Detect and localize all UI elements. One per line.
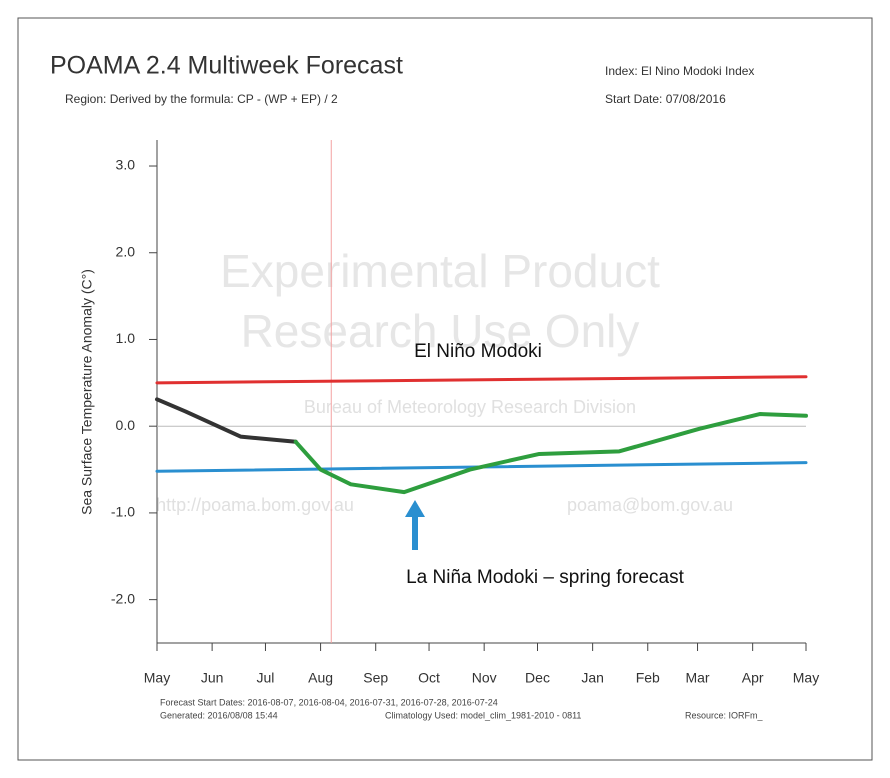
y-tick-label: 3.0 [116,157,136,173]
annotation: La Niña Modoki – spring forecast [406,567,684,588]
x-tick-label: Feb [636,670,660,686]
x-tick-label: Apr [742,670,764,686]
series-line [155,397,298,444]
chart-title: POAMA 2.4 Multiweek Forecast [50,52,403,80]
y-tick-label: -2.0 [111,590,135,606]
watermark: Experimental Product [220,245,660,297]
footer: Climatology Used: model_clim_1981-2010 -… [385,710,581,720]
y-tick-label: 2.0 [116,243,136,259]
y-axis-label: Sea Surface Temperature Anomaly (C°) [79,269,95,515]
x-tick-label: Jul [257,670,275,686]
footer: Generated: 2016/08/08 15:44 [160,710,278,720]
series-line [293,412,808,495]
frame [17,17,873,761]
watermark: Bureau of Meteorology Research Division [304,397,636,417]
watermark: poama@bom.gov.au [567,495,733,515]
y-tick-label: 0.0 [116,417,136,433]
watermark: http://poama.bom.gov.au [156,495,354,515]
subtitle: Region: Derived by the formula: CP - (WP… [65,92,338,106]
footer: Forecast Start Dates: 2016-08-07, 2016-0… [160,697,498,707]
arrow [405,500,425,550]
x-tick-label: Aug [308,670,333,686]
x-tick-label: Dec [525,670,550,686]
x-tick-label: Oct [418,670,440,686]
watermark: Research Use Only [241,305,640,357]
x-tick-label: Mar [685,670,709,686]
x-tick-label: Jun [201,670,224,686]
index-label: Index: El Nino Modoki Index [605,64,754,78]
x-tick-label: May [793,670,819,686]
annotation: El Niño Modoki [414,341,542,362]
x-tick-label: Jan [581,670,604,686]
start-date-label: Start Date: 07/08/2016 [605,92,726,106]
x-tick-label: Sep [363,670,388,686]
x-tick-label: May [144,670,170,686]
y-tick-label: -1.0 [111,504,135,520]
footer: Resource: IORFm_ [685,710,764,720]
plot: -2.0 -1.0 0.0 1.0 2.0 3.0 May Jun Jul Aug Sep Oct No… [111,140,819,686]
series-line [155,375,808,385]
y-tick-label: 1.0 [116,330,136,346]
x-tick-label: Nov [472,670,497,686]
